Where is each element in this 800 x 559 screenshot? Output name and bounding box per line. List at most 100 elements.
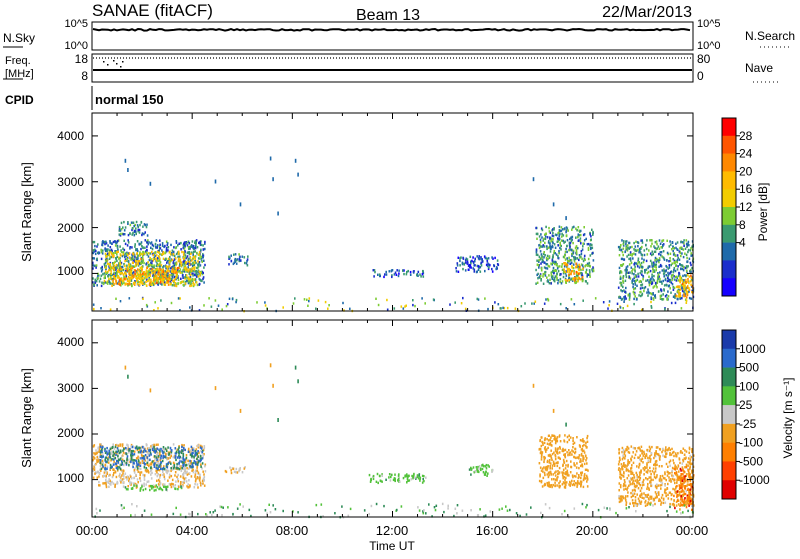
range-cell [413, 270, 415, 272]
range-cell [186, 454, 188, 456]
range-cell [178, 297, 180, 299]
range-cell [173, 456, 175, 458]
range-cell [584, 473, 586, 475]
range-cell [540, 467, 542, 469]
range-cell [675, 247, 677, 249]
range-cell [625, 280, 627, 282]
range-cell [195, 454, 197, 456]
range-cell [633, 303, 635, 305]
range-cell [146, 253, 148, 255]
range-cell [569, 271, 571, 273]
range-cell [102, 244, 104, 246]
range-cell [192, 268, 194, 270]
range-cell [199, 274, 201, 276]
range-cell [240, 202, 242, 206]
range-cell [672, 478, 674, 480]
range-cell [550, 263, 552, 265]
range-cell [195, 240, 197, 242]
range-cell [136, 257, 138, 259]
range-cell [551, 457, 553, 459]
range-cell [674, 482, 676, 484]
range-cell [244, 467, 246, 469]
range-cell [564, 440, 566, 442]
range-cell [661, 298, 663, 300]
range-cell [681, 252, 683, 254]
range-cell [658, 266, 660, 268]
range-cell [132, 222, 134, 224]
range-cell [576, 278, 578, 280]
range-cell [667, 290, 669, 292]
range-cell [686, 239, 688, 241]
range-cell [394, 474, 396, 476]
range-cell [129, 252, 131, 254]
range-cell [236, 263, 238, 265]
range-cell [473, 261, 475, 263]
range-cell [649, 239, 651, 241]
range-cell [479, 258, 481, 260]
range-cell [687, 461, 689, 463]
range-cell [635, 496, 637, 498]
range-cell [648, 281, 650, 283]
range-cell [640, 270, 642, 272]
range-cell [548, 227, 550, 229]
range-cell [143, 462, 145, 464]
range-cell [146, 304, 148, 306]
range-cell [177, 244, 179, 246]
range-cell [116, 460, 118, 462]
range-cell [168, 462, 170, 464]
range-cell [656, 261, 658, 263]
range-cell [130, 271, 132, 273]
range-cell [100, 451, 102, 453]
range-cell [188, 486, 190, 488]
range-cell [646, 239, 648, 241]
range-cell [145, 454, 147, 456]
range-cell [116, 264, 118, 266]
range-cell [182, 272, 184, 274]
range-cell [470, 261, 472, 263]
range-cell [689, 297, 691, 299]
range-cell [187, 483, 189, 485]
range-cell [546, 482, 548, 484]
range-cell [565, 251, 567, 253]
range-cell [535, 227, 537, 229]
range-cell [181, 264, 183, 266]
range-cell [555, 438, 557, 440]
range-cell [129, 247, 131, 249]
range-cell [620, 249, 622, 251]
range-cell [132, 227, 134, 229]
range-cell [671, 281, 673, 283]
range-cell [677, 268, 679, 270]
colorbar-tick-label: 24 [739, 147, 753, 161]
range-cell [194, 274, 196, 276]
range-cell [676, 279, 678, 281]
range-cell [578, 457, 580, 459]
range-cell [121, 443, 123, 445]
range-cell [544, 254, 546, 256]
range-cell [566, 460, 568, 462]
range-cell [647, 288, 649, 290]
range-cell [579, 254, 581, 256]
range-cell [585, 238, 587, 240]
range-cell [120, 263, 122, 265]
range-cell [475, 470, 477, 472]
range-cell [134, 459, 136, 461]
range-cell [472, 256, 474, 258]
colorbar-tick-label: 20 [739, 164, 753, 178]
range-cell [113, 461, 115, 463]
range-cell [181, 452, 183, 454]
range-cell [635, 245, 637, 247]
range-cell [118, 275, 120, 277]
range-cell [131, 246, 133, 248]
range-cell [577, 280, 579, 282]
range-cell [634, 489, 636, 491]
range-cell [156, 254, 158, 256]
range-cell [114, 272, 116, 274]
range-cell [342, 302, 344, 304]
range-cell [574, 278, 576, 280]
range-cell [175, 459, 177, 461]
range-cell [120, 457, 122, 459]
range-cell [547, 258, 549, 260]
range-cell [639, 454, 641, 456]
scatter-patch [373, 269, 425, 278]
colorbar-tick-label: 4 [739, 236, 746, 250]
